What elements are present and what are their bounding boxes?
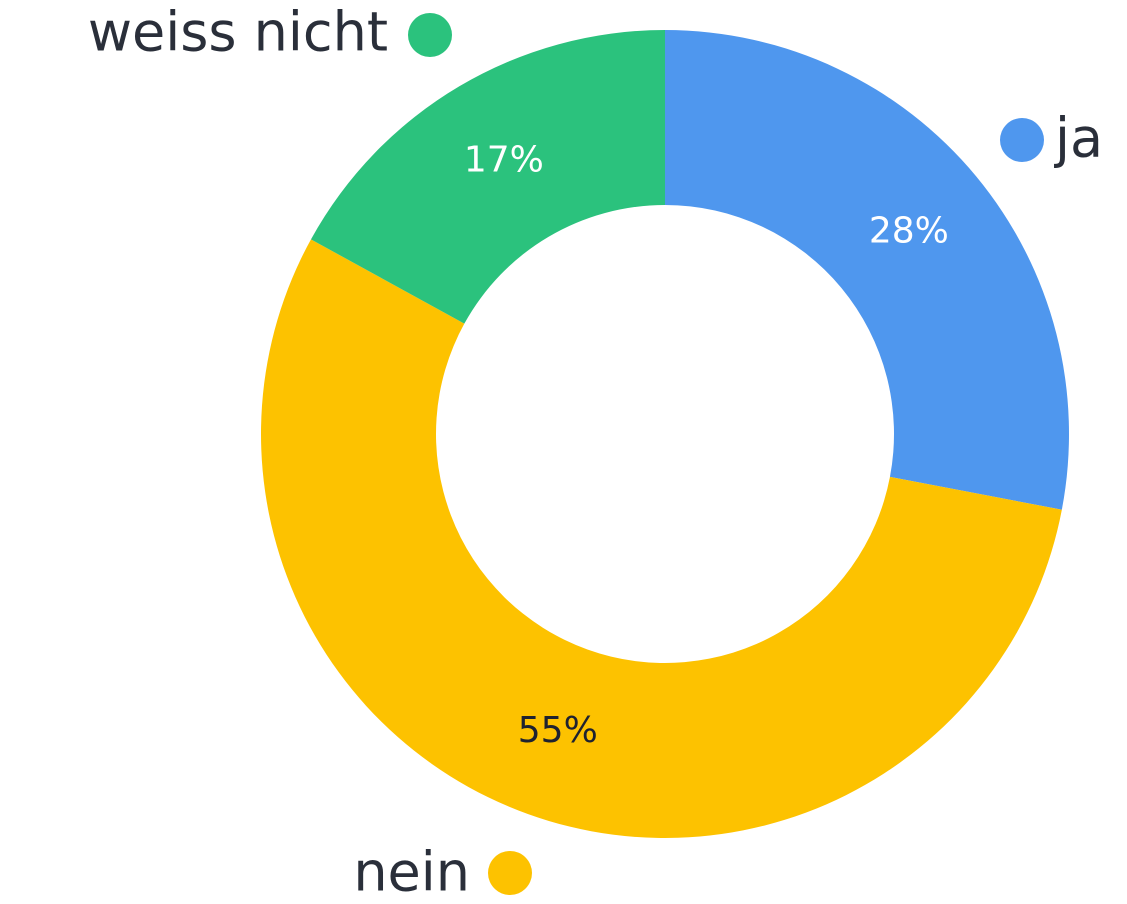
donut-segment [665,30,1069,510]
value-label: 17% [464,140,544,181]
value-label: 55% [518,710,598,751]
donut-segment [260,239,1062,839]
legend-dot [408,13,452,57]
value-label: 28% [869,210,949,251]
donut-segment [310,30,665,324]
legend-dot [488,851,532,895]
legend-dot [1000,118,1044,162]
legend-label: nein [353,841,470,904]
legend-label: ja [1054,107,1103,170]
legend-label: weiss nicht [88,1,388,64]
